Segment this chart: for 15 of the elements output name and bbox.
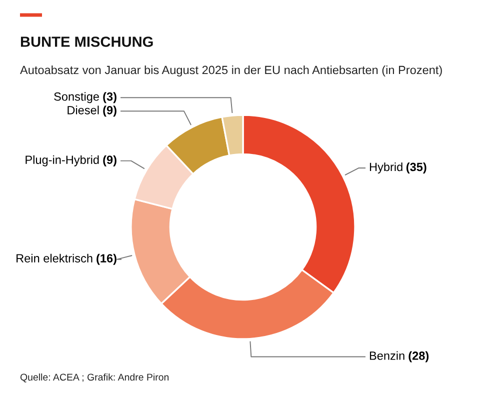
data-label: (9) bbox=[103, 155, 116, 166]
slice-label: Plug-in-Hybrid bbox=[26, 155, 99, 166]
chart-subtitle: Autoabsatz von Januar bis August 2025 in der EU nach Antiebsarten (in Prozent) bbox=[20, 66, 442, 76]
data-label: (9) bbox=[103, 106, 116, 117]
slice-label: Hybrid bbox=[370, 162, 402, 174]
slice-label: Sonstige bbox=[54, 92, 99, 104]
slice-label: Benzin bbox=[370, 351, 404, 360]
data-label: (16) bbox=[96, 254, 116, 265]
slice-label: Diesel bbox=[68, 106, 99, 114]
source-note: Quelle: ACEA ; Grafik: Andre Piron bbox=[20, 373, 169, 382]
data-label: (3) bbox=[103, 92, 116, 104]
chart-title: BUNTE MISCHUNG bbox=[20, 36, 153, 47]
data-label: (35) bbox=[406, 162, 426, 174]
slice-label: Rein elektrisch bbox=[16, 254, 92, 262]
data-label: (28) bbox=[408, 351, 429, 362]
